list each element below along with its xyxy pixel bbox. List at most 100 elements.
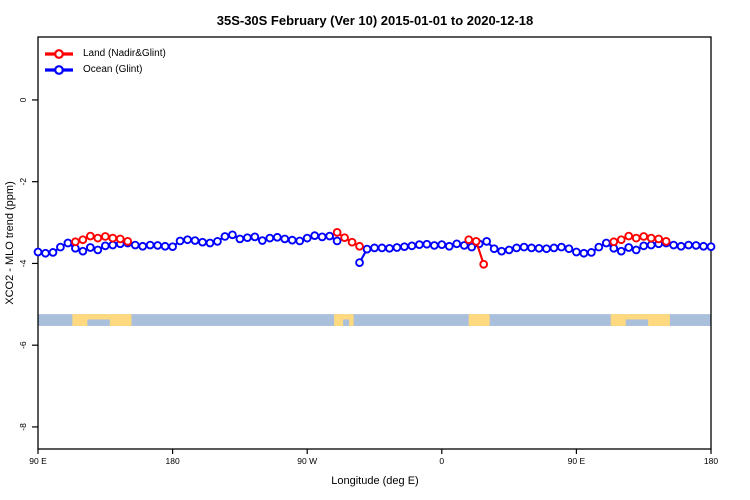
data-point (385, 243, 394, 253)
data-point (691, 241, 701, 250)
data-point (205, 238, 215, 248)
data-point (108, 233, 118, 243)
data-point (471, 237, 481, 246)
data-point (646, 240, 656, 250)
legend-label: Land (Nadir&Glint) (83, 48, 166, 59)
data-point (138, 241, 148, 251)
data-point (48, 248, 58, 257)
data-point (340, 233, 349, 243)
data-point (519, 242, 529, 252)
legend-item-ocean: Ocean (Glint) (44, 62, 166, 77)
data-point (557, 242, 566, 252)
data-point (355, 258, 364, 267)
x-tick-label: 180 (166, 456, 180, 466)
data-point (392, 243, 402, 252)
data-point (624, 231, 634, 241)
data-point (676, 241, 686, 251)
legend-symbol-icon (45, 64, 73, 75)
x-tick-label: 90 W (297, 456, 317, 466)
data-point (220, 232, 230, 241)
data-point (295, 236, 305, 246)
data-point (71, 237, 80, 247)
data-point (422, 239, 432, 249)
x-tick-label: 0 (439, 456, 444, 466)
data-point (168, 242, 177, 252)
data-point (108, 240, 118, 250)
data-point (661, 237, 671, 246)
y-tick-label: -6 (18, 341, 28, 349)
data-point (100, 241, 110, 251)
data-point (325, 231, 334, 241)
data-point (459, 241, 469, 250)
data-point (624, 243, 634, 252)
data-point (429, 241, 439, 250)
data-point (41, 248, 50, 258)
data-point (78, 235, 88, 245)
data-point (198, 237, 207, 247)
data-point (437, 240, 447, 249)
data-point (594, 242, 604, 252)
data-point (639, 232, 649, 241)
data-point (115, 234, 125, 244)
data-point (564, 244, 574, 254)
data-point (310, 231, 320, 240)
data-point (654, 234, 664, 244)
x-tick-label: 90 E (29, 456, 47, 466)
data-point (56, 242, 65, 252)
data-point (587, 248, 596, 257)
data-point (706, 242, 716, 252)
data-point (452, 239, 462, 249)
data-point (407, 241, 417, 251)
chart-title: 35S-30S February (Ver 10) 2015-01-01 to … (216, 13, 534, 28)
data-point (616, 246, 626, 256)
data-point (362, 244, 372, 254)
data-point (504, 245, 514, 255)
data-point (497, 246, 506, 256)
data-point (631, 233, 641, 243)
legend-item-land: Land (Nadir&Glint) (44, 46, 166, 61)
data-point (302, 233, 312, 243)
data-point (479, 259, 489, 269)
map-strip-ocean (38, 314, 711, 326)
data-point (415, 240, 424, 249)
data-point (235, 234, 245, 244)
data-point (317, 232, 327, 242)
data-point (631, 245, 641, 255)
y-tick-label: -2 (18, 178, 28, 186)
data-point (85, 231, 95, 241)
data-point (287, 235, 297, 245)
data-point (549, 243, 559, 253)
map-strip-notch (343, 319, 350, 326)
x-tick-label: 180 (704, 456, 718, 466)
data-point (347, 237, 357, 247)
data-point (272, 232, 282, 242)
data-point (534, 243, 544, 253)
data-point (489, 244, 499, 254)
data-point (123, 237, 133, 246)
data-point (213, 237, 222, 246)
data-point (250, 232, 260, 242)
legend: Land (Nadir&Glint) Ocean (Glint) (44, 46, 166, 77)
data-point (145, 240, 155, 250)
data-point (160, 241, 170, 251)
x-tick-label: 90 E (568, 456, 586, 466)
map-strip-notch (625, 319, 649, 326)
data-point (601, 238, 611, 248)
data-point (684, 240, 693, 250)
y-tick-label: -4 (18, 259, 28, 267)
y-axis-label: XCO2 - MLO trend (ppm) (4, 181, 16, 305)
data-point (280, 234, 290, 244)
data-point (100, 232, 110, 241)
data-point (512, 243, 521, 253)
data-point (616, 235, 626, 245)
data-point (482, 237, 492, 246)
map-strip-notch (87, 319, 110, 326)
data-point (467, 242, 477, 252)
data-point (228, 230, 237, 240)
data-point (444, 241, 454, 251)
data-point (130, 240, 140, 250)
map-strip (38, 314, 711, 326)
data-point (190, 236, 200, 245)
